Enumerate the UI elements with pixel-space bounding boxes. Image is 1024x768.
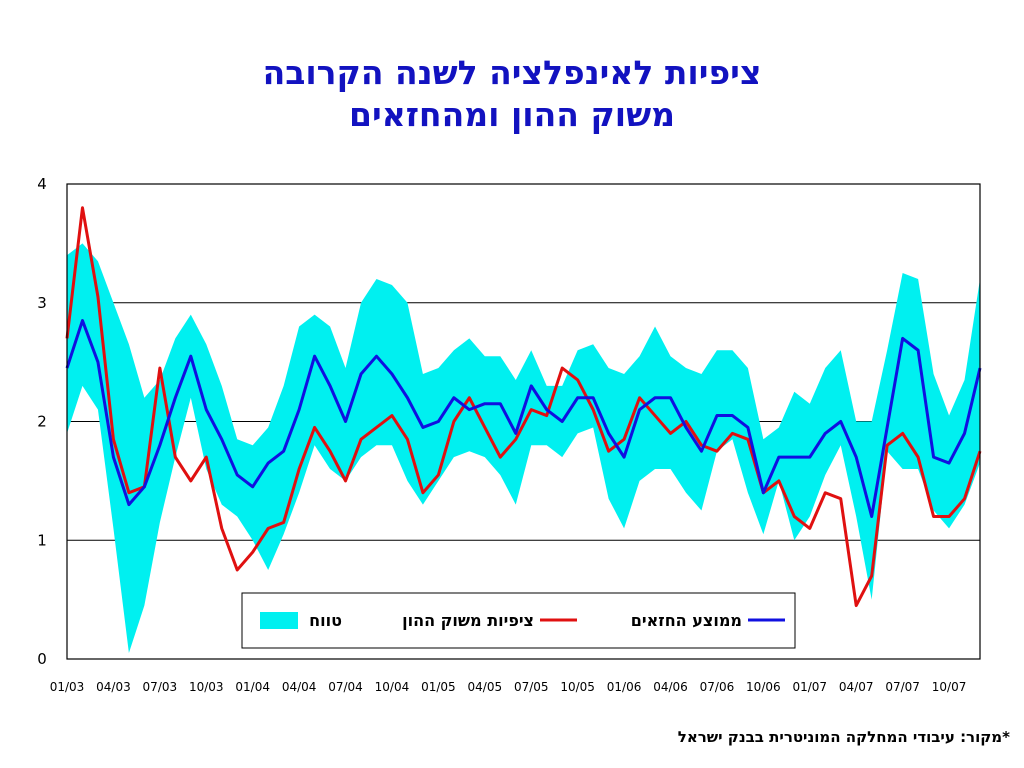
x-tick-label: 07/07: [885, 680, 920, 694]
x-tick-label: 01/06: [607, 680, 642, 694]
x-tick-label: 10/04: [375, 680, 410, 694]
legend-swatch-range: [260, 612, 298, 629]
x-tick-label: 04/07: [839, 680, 874, 694]
x-tick-label: 07/04: [328, 680, 363, 694]
x-tick-label: 01/07: [792, 680, 827, 694]
x-axis-ticks: 01/03 04/03 07/03 10/03 01/04 04/04 07/04 10/04…: [50, 680, 967, 694]
x-tick-label: 01/05: [421, 680, 456, 694]
series-lines-layer: [65, 206, 982, 608]
x-tick-label: 04/05: [468, 680, 503, 694]
legend-label-range: טווח: [309, 611, 342, 630]
forecasters-line: [65, 319, 982, 518]
y-tick-label-3: 3: [37, 294, 47, 312]
x-tick-label: 04/03: [96, 680, 131, 694]
y-tick-label-4: 4: [37, 175, 47, 193]
range-band-layer: [67, 243, 980, 654]
x-tick-label: 04/06: [653, 680, 688, 694]
x-tick-label: 07/03: [143, 680, 178, 694]
x-tick-label: 10/07: [932, 680, 967, 694]
title-line-1: ציפיות לאינפלציה לשנה הקרובה: [262, 53, 762, 92]
y-tick-label-2: 2: [37, 413, 47, 431]
x-tick-label: 10/06: [746, 680, 781, 694]
x-tick-label: 10/05: [560, 680, 595, 694]
chart-title: ציפיות לאינפלציה לשנה הקרובה משוק ההון ו…: [0, 52, 1024, 136]
title-line-2: משוק ההון ומהחזאים: [349, 95, 675, 134]
x-tick-label: 10/03: [189, 680, 224, 694]
y-tick-label-1: 1: [37, 531, 47, 549]
legend-label-forecasters: ממוצע החזאים: [631, 611, 742, 630]
legend-label-capital-market: ציפיות משוק ההון: [402, 611, 534, 630]
y-tick-label-0: 0: [37, 650, 47, 668]
legend: ממוצע החזאים ציפיות משוק ההון טווח: [241, 592, 796, 649]
x-tick-label: 04/04: [282, 680, 317, 694]
plot-area-border: [66, 183, 981, 660]
x-tick-label: 01/03: [50, 680, 85, 694]
x-tick-label: 07/06: [700, 680, 735, 694]
source-note: *מקור: עיבודי המחלקה המוניטרית בבנק ישרא…: [677, 728, 1010, 746]
range-band: [67, 243, 980, 654]
y-axis-ticks: 0 1 2 3 4: [37, 175, 47, 668]
legend-box: [241, 592, 796, 649]
capital-market-line: [65, 206, 982, 608]
x-tick-label: 07/05: [514, 680, 549, 694]
x-tick-label: 01/04: [235, 680, 270, 694]
